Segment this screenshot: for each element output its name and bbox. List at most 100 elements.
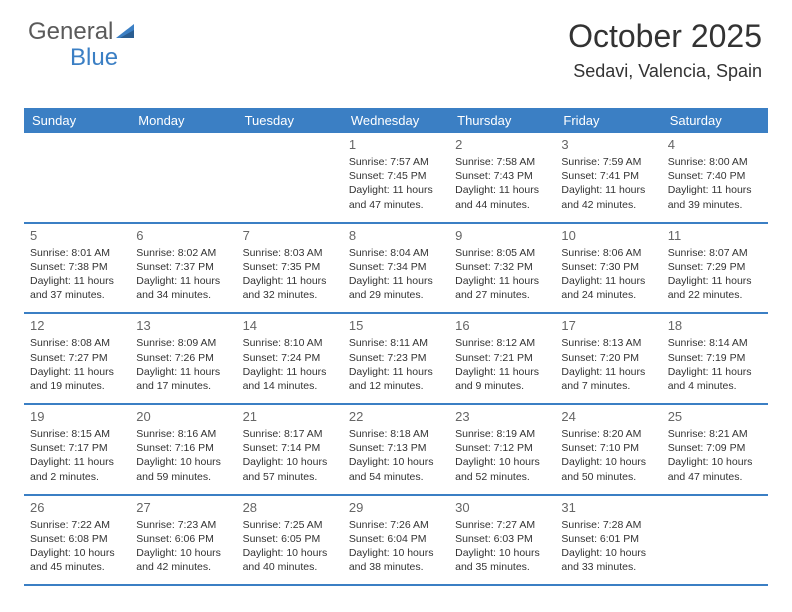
day-cell: 20 Sunrise: 8:16 AMSunset: 7:16 PMDayligh…: [130, 405, 236, 494]
day-cell: 13 Sunrise: 8:09 AMSunset: 7:26 PMDayligh…: [130, 314, 236, 403]
week-row: 1 Sunrise: 7:57 AMSunset: 7:45 PMDaylight…: [24, 133, 768, 224]
day-info: Sunrise: 8:15 AMSunset: 7:17 PMDaylight:…: [30, 427, 124, 484]
day-number: 21: [243, 409, 337, 424]
day-number: 19: [30, 409, 124, 424]
day-info: Sunrise: 8:06 AMSunset: 7:30 PMDaylight:…: [561, 246, 655, 303]
day-cell: 12 Sunrise: 8:08 AMSunset: 7:27 PMDayligh…: [24, 314, 130, 403]
logo-text-general: General: [28, 18, 113, 46]
day-info: Sunrise: 7:26 AMSunset: 6:04 PMDaylight:…: [349, 518, 443, 575]
day-number: 8: [349, 228, 443, 243]
day-number: 26: [30, 500, 124, 515]
day-number: 30: [455, 500, 549, 515]
day-cell: 19 Sunrise: 8:15 AMSunset: 7:17 PMDayligh…: [24, 405, 130, 494]
day-cell: 23 Sunrise: 8:19 AMSunset: 7:12 PMDayligh…: [449, 405, 555, 494]
day-header-cell: Thursday: [449, 108, 555, 133]
day-cell: 18 Sunrise: 8:14 AMSunset: 7:19 PMDayligh…: [662, 314, 768, 403]
day-number: 18: [668, 318, 762, 333]
day-number: 25: [668, 409, 762, 424]
day-info: Sunrise: 8:21 AMSunset: 7:09 PMDaylight:…: [668, 427, 762, 484]
day-header-row: SundayMondayTuesdayWednesdayThursdayFrid…: [24, 108, 768, 133]
day-info: Sunrise: 7:25 AMSunset: 6:05 PMDaylight:…: [243, 518, 337, 575]
day-info: Sunrise: 7:27 AMSunset: 6:03 PMDaylight:…: [455, 518, 549, 575]
day-number: 5: [30, 228, 124, 243]
day-cell: 2Sunrise: 7:58 AMSunset: 7:43 PMDaylight…: [449, 133, 555, 222]
day-cell: 15Sunrise: 8:11 AMSunset: 7:23 PMDayligh…: [343, 314, 449, 403]
month-title: October 2025: [568, 18, 762, 55]
day-cell: 3 Sunrise: 7:59 AMSunset: 7:41 PMDaylight…: [555, 133, 661, 222]
day-number: 23: [455, 409, 549, 424]
day-cell: 17 Sunrise: 8:13 AMSunset: 7:20 PMDayligh…: [555, 314, 661, 403]
day-info: Sunrise: 8:19 AMSunset: 7:12 PMDaylight:…: [455, 427, 549, 484]
week-row: 5 Sunrise: 8:01 AMSunset: 7:38 PMDaylight…: [24, 224, 768, 315]
day-header-cell: Monday: [130, 108, 236, 133]
day-cell: 10 Sunrise: 8:06 AMSunset: 7:30 PMDayligh…: [555, 224, 661, 313]
day-number: 12: [30, 318, 124, 333]
day-info: Sunrise: 7:57 AMSunset: 7:45 PMDaylight:…: [349, 155, 443, 212]
day-number: 22: [349, 409, 443, 424]
day-cell: [237, 133, 343, 222]
day-info: Sunrise: 8:03 AMSunset: 7:35 PMDaylight:…: [243, 246, 337, 303]
header: October 2025 Sedavi, Valencia, Spain: [568, 18, 762, 82]
day-info: Sunrise: 8:02 AMSunset: 7:37 PMDaylight:…: [136, 246, 230, 303]
day-cell: 22Sunrise: 8:18 AMSunset: 7:13 PMDayligh…: [343, 405, 449, 494]
day-cell: 1 Sunrise: 7:57 AMSunset: 7:45 PMDaylight…: [343, 133, 449, 222]
day-info: Sunrise: 8:17 AMSunset: 7:14 PMDaylight:…: [243, 427, 337, 484]
day-info: Sunrise: 8:01 AMSunset: 7:38 PMDaylight:…: [30, 246, 124, 303]
day-number: 17: [561, 318, 655, 333]
day-info: Sunrise: 8:13 AMSunset: 7:20 PMDaylight:…: [561, 336, 655, 393]
day-info: Sunrise: 8:00 AMSunset: 7:40 PMDaylight:…: [668, 155, 762, 212]
day-cell: 27 Sunrise: 7:23 AMSunset: 6:06 PMDayligh…: [130, 496, 236, 585]
day-number: 13: [136, 318, 230, 333]
day-number: 16: [455, 318, 549, 333]
day-cell: 5 Sunrise: 8:01 AMSunset: 7:38 PMDaylight…: [24, 224, 130, 313]
calendar: SundayMondayTuesdayWednesdayThursdayFrid…: [24, 108, 768, 586]
day-info: Sunrise: 8:10 AMSunset: 7:24 PMDaylight:…: [243, 336, 337, 393]
day-cell: 14 Sunrise: 8:10 AMSunset: 7:24 PMDayligh…: [237, 314, 343, 403]
logo-sail-icon: [116, 20, 138, 45]
day-info: Sunrise: 8:07 AMSunset: 7:29 PMDaylight:…: [668, 246, 762, 303]
day-cell: 25 Sunrise: 8:21 AMSunset: 7:09 PMDayligh…: [662, 405, 768, 494]
day-number: 28: [243, 500, 337, 515]
day-cell: [130, 133, 236, 222]
day-cell: 4 Sunrise: 8:00 AMSunset: 7:40 PMDaylight…: [662, 133, 768, 222]
day-number: 14: [243, 318, 337, 333]
day-header-cell: Tuesday: [237, 108, 343, 133]
day-number: 24: [561, 409, 655, 424]
day-cell: 26Sunrise: 7:22 AMSunset: 6:08 PMDayligh…: [24, 496, 130, 585]
day-info: Sunrise: 8:08 AMSunset: 7:27 PMDaylight:…: [30, 336, 124, 393]
day-number: 29: [349, 500, 443, 515]
day-header-cell: Friday: [555, 108, 661, 133]
week-row: 19 Sunrise: 8:15 AMSunset: 7:17 PMDayligh…: [24, 405, 768, 496]
day-number: 2: [455, 137, 549, 152]
day-number: 11: [668, 228, 762, 243]
day-cell: 31Sunrise: 7:28 AMSunset: 6:01 PMDayligh…: [555, 496, 661, 585]
week-row: 12 Sunrise: 8:08 AMSunset: 7:27 PMDayligh…: [24, 314, 768, 405]
day-info: Sunrise: 7:23 AMSunset: 6:06 PMDaylight:…: [136, 518, 230, 575]
week-row: 26Sunrise: 7:22 AMSunset: 6:08 PMDayligh…: [24, 496, 768, 587]
day-info: Sunrise: 7:59 AMSunset: 7:41 PMDaylight:…: [561, 155, 655, 212]
day-info: Sunrise: 8:20 AMSunset: 7:10 PMDaylight:…: [561, 427, 655, 484]
day-number: 1: [349, 137, 443, 152]
day-number: 15: [349, 318, 443, 333]
day-cell: 9 Sunrise: 8:05 AMSunset: 7:32 PMDaylight…: [449, 224, 555, 313]
day-cell: [24, 133, 130, 222]
day-cell: 6Sunrise: 8:02 AMSunset: 7:37 PMDaylight…: [130, 224, 236, 313]
day-number: 3: [561, 137, 655, 152]
day-number: 20: [136, 409, 230, 424]
day-info: Sunrise: 8:05 AMSunset: 7:32 PMDaylight:…: [455, 246, 549, 303]
day-cell: 8Sunrise: 8:04 AMSunset: 7:34 PMDaylight…: [343, 224, 449, 313]
day-info: Sunrise: 8:16 AMSunset: 7:16 PMDaylight:…: [136, 427, 230, 484]
day-number: 4: [668, 137, 762, 152]
location: Sedavi, Valencia, Spain: [568, 61, 762, 82]
day-number: 27: [136, 500, 230, 515]
day-cell: 24 Sunrise: 8:20 AMSunset: 7:10 PMDayligh…: [555, 405, 661, 494]
day-cell: 28 Sunrise: 7:25 AMSunset: 6:05 PMDayligh…: [237, 496, 343, 585]
day-info: Sunrise: 8:14 AMSunset: 7:19 PMDaylight:…: [668, 336, 762, 393]
day-number: 7: [243, 228, 337, 243]
day-header-cell: Wednesday: [343, 108, 449, 133]
day-number: 10: [561, 228, 655, 243]
day-number: 9: [455, 228, 549, 243]
day-cell: 21 Sunrise: 8:17 AMSunset: 7:14 PMDayligh…: [237, 405, 343, 494]
day-info: Sunrise: 8:09 AMSunset: 7:26 PMDaylight:…: [136, 336, 230, 393]
day-header-cell: Saturday: [662, 108, 768, 133]
